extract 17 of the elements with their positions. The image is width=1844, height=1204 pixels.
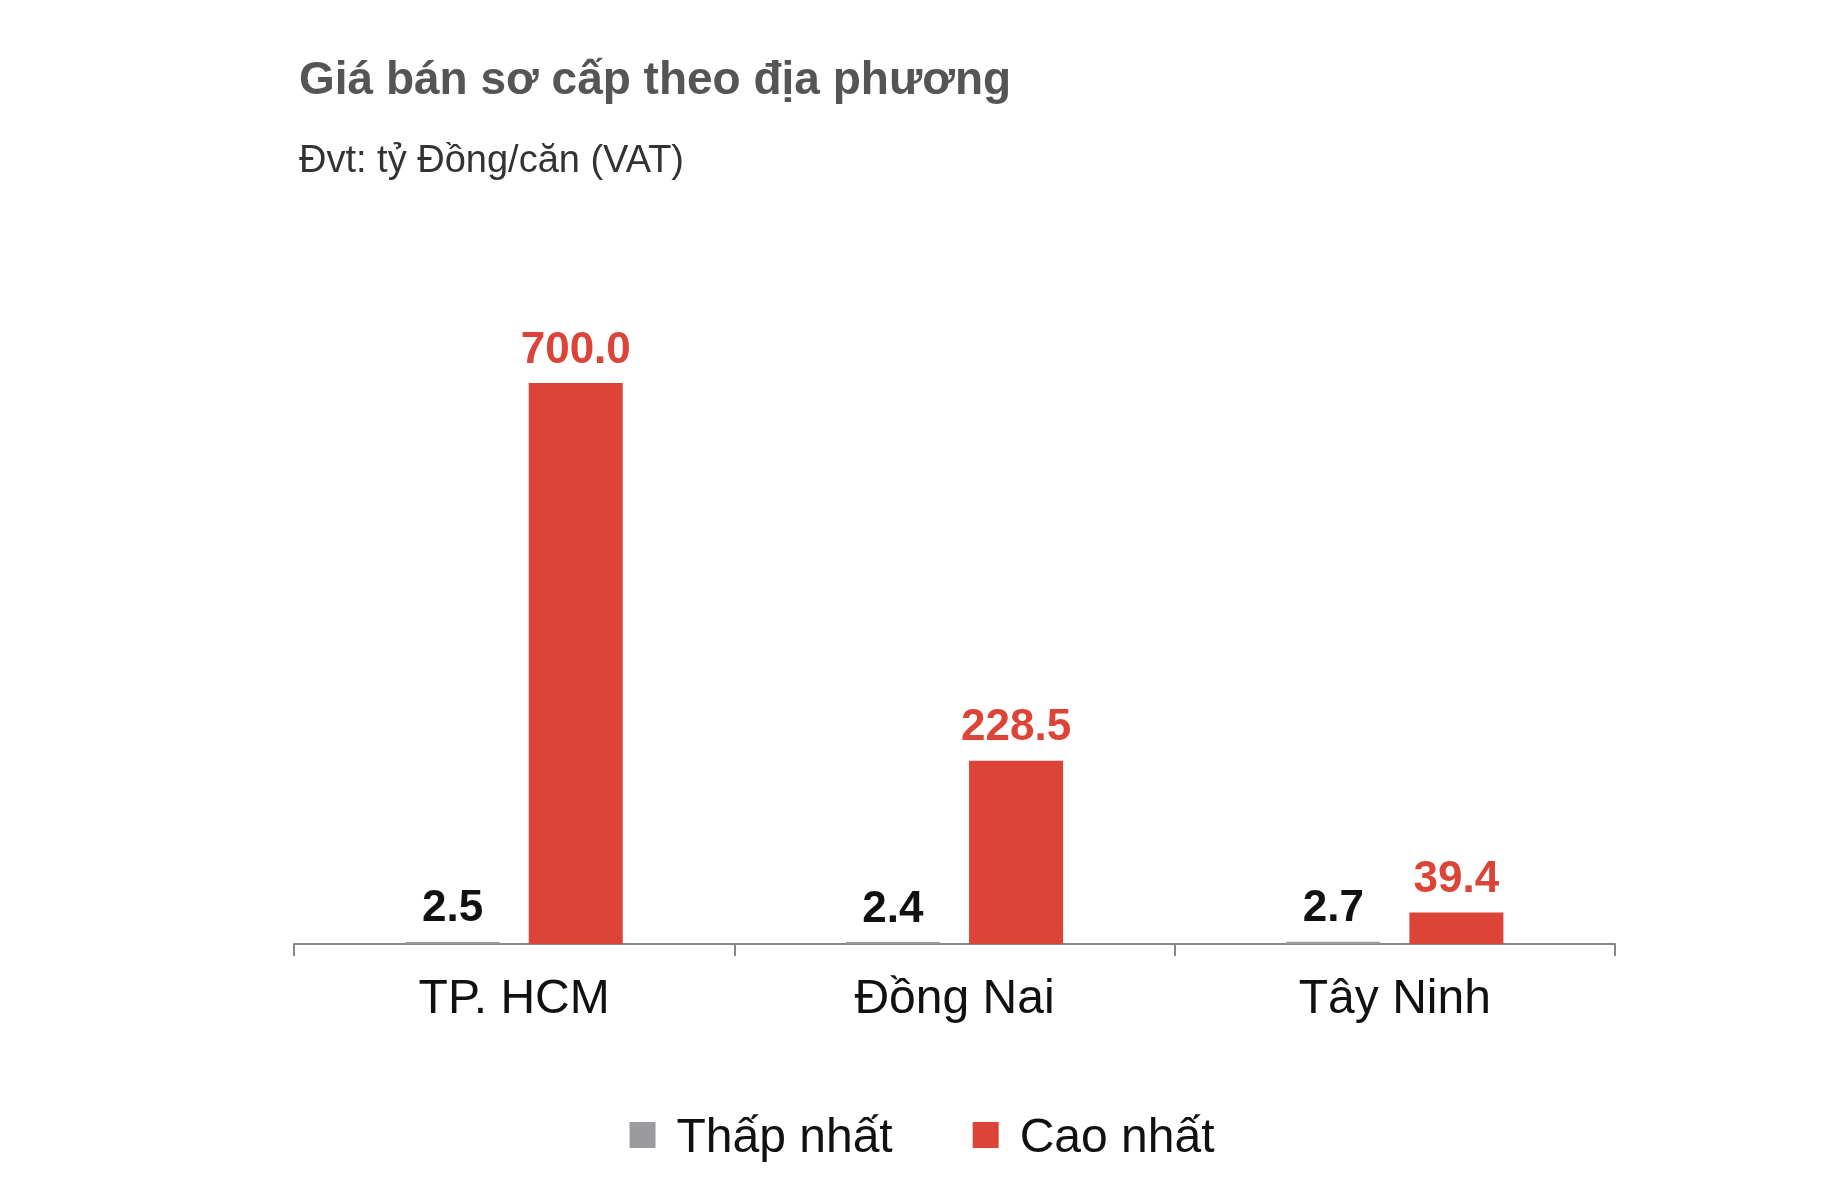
x-tick-label: TP. HCM <box>418 969 610 1023</box>
bar <box>528 383 623 944</box>
data-label: 2.5 <box>422 881 484 931</box>
data-label: 228.5 <box>961 700 1072 750</box>
bar <box>969 760 1064 944</box>
legend-label: Thấp nhất <box>676 1108 893 1162</box>
data-label: 2.7 <box>1302 881 1364 931</box>
x-tick-label: Tây Ninh <box>1298 969 1491 1023</box>
bar <box>1286 941 1381 944</box>
legend-label: Cao nhất <box>1019 1108 1215 1162</box>
chart-subtitle: Đvt: tỷ Đồng/căn (VAT) <box>299 138 685 180</box>
data-label: 700.0 <box>520 322 631 372</box>
data-label: 39.4 <box>1413 851 1500 901</box>
bar <box>1409 912 1504 944</box>
chart-title: Giá bán sơ cấp theo địa phương <box>299 52 1012 104</box>
x-tick-label: Đồng Nai <box>854 969 1055 1023</box>
data-label: 2.4 <box>862 881 925 931</box>
